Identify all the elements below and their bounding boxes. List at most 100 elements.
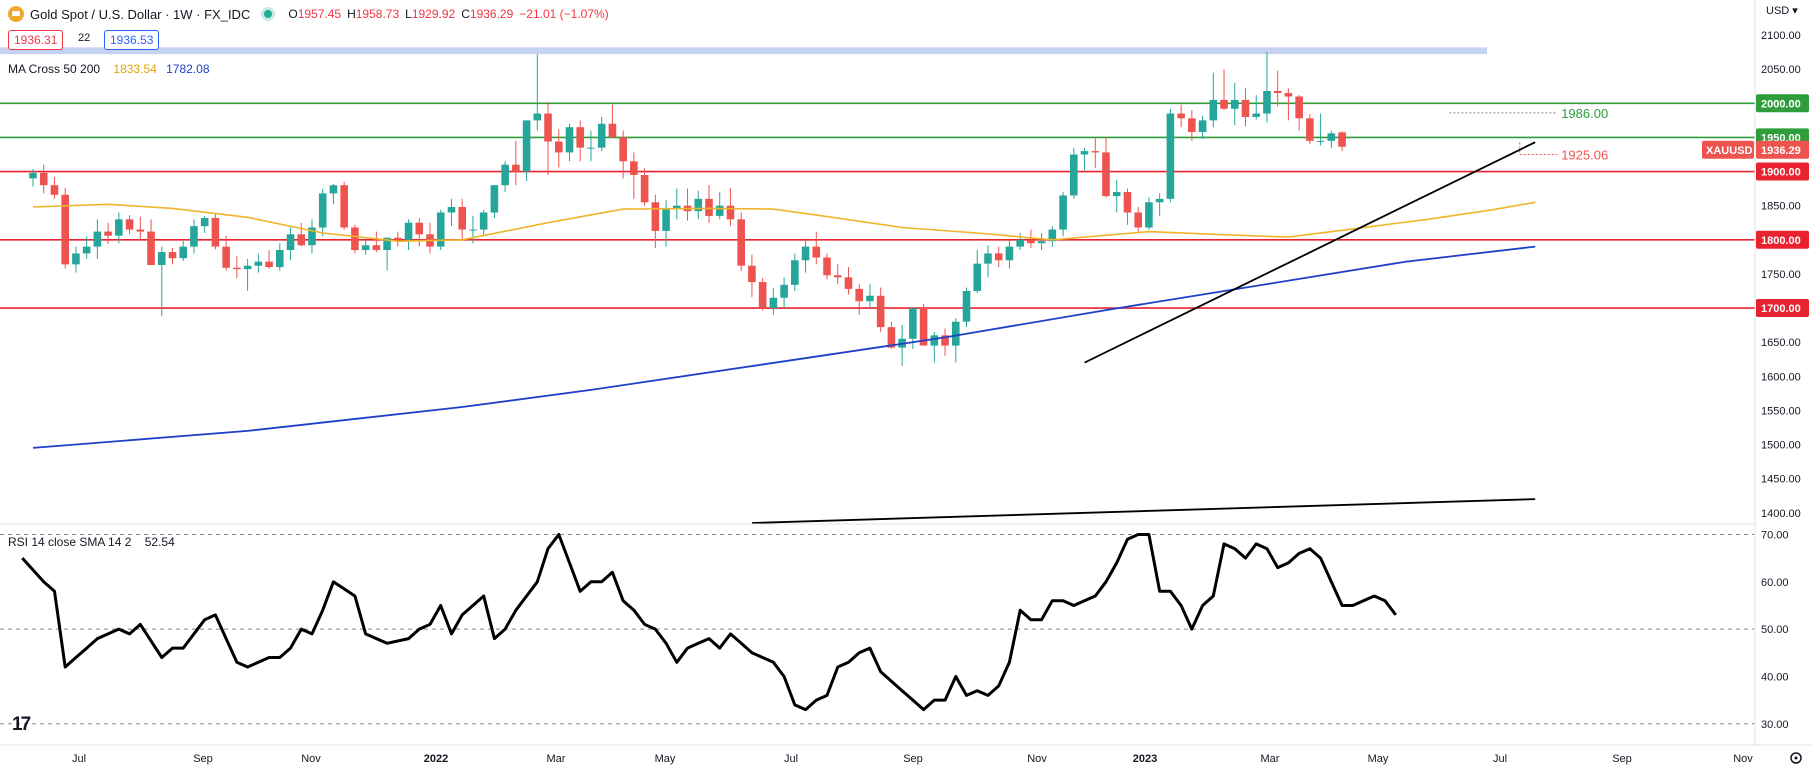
- candle-body: [479, 212, 488, 230]
- high-value: 1958.73: [355, 7, 400, 21]
- settings-gear-icon: [1790, 752, 1802, 764]
- price-tick: 1850.00: [1761, 201, 1801, 213]
- candle-body: [544, 113, 552, 142]
- change-value: −21.01 (−1.07%): [519, 7, 609, 21]
- symbol-title[interactable]: Gold Spot / U.S. Dollar · 1W · FX_IDC: [30, 6, 251, 22]
- price-tick: 1650.00: [1761, 337, 1801, 349]
- chart-header: Gold Spot / U.S. Dollar · 1W · FX_IDC O 1…: [8, 6, 615, 22]
- time-tick-nov: Nov: [301, 753, 321, 765]
- candle-body: [726, 205, 735, 220]
- candle-body: [1123, 192, 1132, 213]
- candle-body: [694, 198, 703, 212]
- candle-body: [823, 257, 831, 276]
- time-tick-jul: Jul: [1493, 753, 1507, 765]
- candle-body: [1316, 140, 1325, 142]
- time-tick-mar: Mar: [547, 753, 566, 765]
- candle-body: [748, 265, 756, 283]
- candle-body: [608, 123, 617, 138]
- low-value: 1929.92: [411, 7, 456, 21]
- candle-body: [254, 261, 263, 266]
- candle-body: [1252, 113, 1261, 117]
- high-label: H: [347, 7, 356, 21]
- candle-body: [844, 277, 853, 289]
- candle-body: [1177, 113, 1185, 119]
- time-tick-2022: 2022: [424, 753, 448, 765]
- candle-body: [1037, 241, 1046, 244]
- candle-body: [984, 253, 992, 264]
- level-tag: 1800.00: [1761, 235, 1801, 247]
- candle-body: [522, 120, 531, 172]
- candle-body: [533, 113, 542, 121]
- trendline-1: [1084, 141, 1536, 364]
- candle-body: [876, 295, 885, 328]
- candle-body: [1027, 239, 1035, 244]
- candle-body: [383, 237, 391, 251]
- candle-body: [1273, 91, 1282, 94]
- time-tick-mar: Mar: [1261, 753, 1280, 765]
- tradingview-logo-icon[interactable]: 17: [12, 714, 31, 735]
- candle-body: [640, 174, 649, 203]
- candle-body: [104, 231, 112, 236]
- ma200-line: [32, 245, 1536, 449]
- candle-body: [576, 127, 585, 148]
- candle-body: [351, 227, 359, 251]
- candle-body: [318, 193, 327, 228]
- candle-body: [72, 253, 80, 265]
- rsi-legend[interactable]: RSI 14 close SMA 14 2 52.54: [8, 535, 175, 549]
- candle-body: [469, 229, 477, 231]
- candle-body: [951, 321, 960, 346]
- candle-body: [1070, 154, 1078, 196]
- rsi-tick: 70.00: [1761, 529, 1789, 541]
- price-tick: 1750.00: [1761, 269, 1801, 281]
- time-tick-2023: 2023: [1133, 753, 1157, 765]
- candle-body: [265, 261, 273, 268]
- candle-body: [1016, 239, 1024, 247]
- ma-cross-label: MA Cross 50 200: [8, 62, 101, 76]
- candle-body: [1198, 120, 1207, 132]
- candle-body: [490, 185, 499, 213]
- candle-body: [1263, 91, 1271, 114]
- sell-price-box[interactable]: 1936.31: [8, 30, 64, 50]
- candle-body: [1155, 198, 1164, 203]
- rsi-tick: 60.00: [1761, 577, 1789, 589]
- candle-body: [758, 282, 767, 309]
- ma50-line: [32, 201, 1536, 243]
- candle-body: [190, 226, 198, 247]
- candle-body: [1241, 99, 1250, 117]
- spread-value: 22: [78, 32, 91, 44]
- price-tick: 1550.00: [1761, 405, 1801, 417]
- candle-body: [1295, 96, 1303, 119]
- candle-body: [115, 219, 123, 236]
- candle-body: [673, 205, 681, 210]
- gold-logo-icon: [8, 6, 24, 22]
- buy-price-box[interactable]: 1936.53: [104, 30, 160, 50]
- candle-body: [222, 246, 230, 268]
- candle-body: [211, 217, 220, 247]
- price-tick: 2050.00: [1761, 64, 1801, 76]
- open-label: O: [288, 7, 298, 21]
- trendline-2: [751, 498, 1536, 524]
- candle-body: [1102, 152, 1110, 197]
- candle-body: [29, 172, 37, 179]
- ma-cross-legend[interactable]: MA Cross 50 200 1833.54 1782.08: [8, 62, 210, 76]
- candle-body: [909, 308, 917, 339]
- candle-body: [340, 185, 348, 228]
- candle-body: [243, 265, 252, 270]
- rsi-tick: 50.00: [1761, 624, 1789, 636]
- candle-body: [705, 198, 713, 216]
- candle-body: [1166, 113, 1175, 199]
- candle-body: [404, 222, 413, 240]
- price-tick: 1600.00: [1761, 371, 1801, 383]
- candle-body: [50, 185, 59, 195]
- candle-body: [1230, 99, 1239, 109]
- candle-body: [587, 147, 595, 149]
- rsi-label: RSI 14 close SMA 14 2: [8, 535, 132, 549]
- last-price-tag: 1936.29: [1761, 145, 1801, 157]
- level-tag-bg: [1756, 162, 1809, 181]
- candle-body: [1005, 246, 1014, 261]
- market-status-icon[interactable]: [264, 10, 273, 18]
- candle-body: [512, 164, 520, 172]
- resistance-band: [0, 47, 1487, 55]
- time-tick-nov: Nov: [1733, 753, 1753, 765]
